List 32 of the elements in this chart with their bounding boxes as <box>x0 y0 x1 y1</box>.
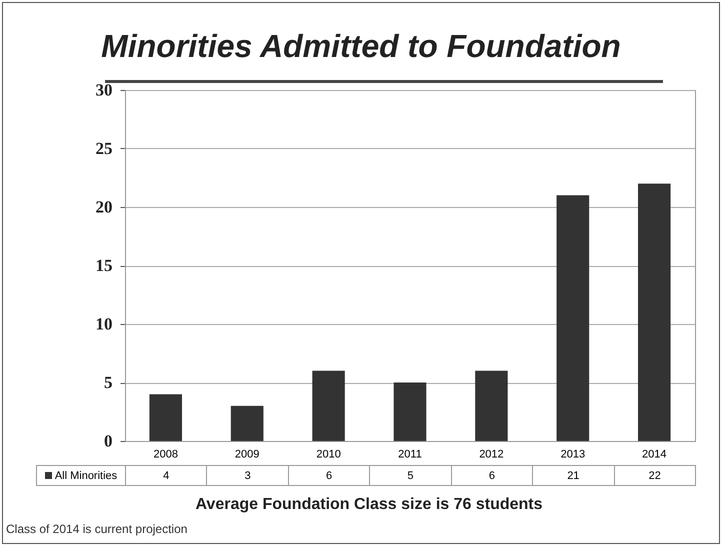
text: Average Foundation Class size is 76 students <box>194 496 544 514</box>
x-tick-label: 2009 <box>234 448 260 460</box>
chart-title: Minorities Admitted to Foundation <box>100 28 622 65</box>
data-label: 6 <box>451 466 533 486</box>
text: Class of 2014 is current projection <box>6 522 188 536</box>
bar <box>230 406 264 441</box>
y-tick-label: 10 <box>96 314 112 334</box>
y-tick-label: 0 <box>104 432 112 450</box>
x-tick-label: 2008 <box>153 448 178 460</box>
y-tick-label: 20 <box>96 198 112 216</box>
x-tick-label: 2013 <box>560 448 586 460</box>
bar <box>149 394 182 441</box>
x-tick-label: 2010 <box>316 448 341 460</box>
data-label: 22 <box>614 466 696 486</box>
y-tick-label: 30 <box>96 80 112 100</box>
bar <box>638 184 671 441</box>
data-label: 21 <box>532 466 614 486</box>
y-tick-label: 5 <box>104 373 112 392</box>
bar <box>394 382 426 441</box>
y-tick-label: 25 <box>96 139 112 158</box>
bar <box>556 195 590 441</box>
data-label: 5 <box>370 466 452 486</box>
x-tick-label: 2014 <box>642 448 667 460</box>
data-label: 4 <box>126 466 207 486</box>
y-tick-label: 15 <box>96 256 112 275</box>
data-label: 3 <box>206 466 288 486</box>
x-tick-label: 2012 <box>479 448 504 460</box>
legend-label: All Minorities <box>36 466 126 486</box>
x-tick-label: 2011 <box>398 448 422 460</box>
bar <box>475 370 508 441</box>
data-label: 6 <box>288 466 370 486</box>
bar <box>312 370 345 441</box>
